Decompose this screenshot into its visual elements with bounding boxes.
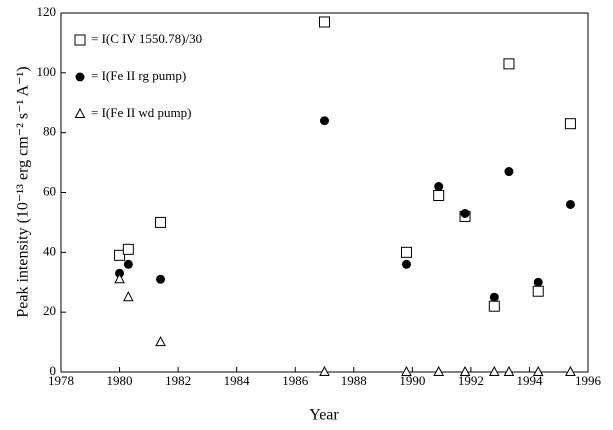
square-marker: [564, 118, 576, 130]
x-tick-label: 1994: [516, 373, 543, 388]
x-tick-label: 1978: [48, 373, 74, 388]
triangle-marker: [155, 336, 166, 347]
square-marker: [74, 34, 86, 46]
square-marker: [433, 189, 445, 201]
legend-label: = I(Fe II rg pump): [91, 68, 186, 83]
square-marker: [319, 16, 330, 28]
circle-marker: [123, 259, 133, 269]
square-marker: [503, 58, 515, 70]
circle-marker: [460, 208, 470, 218]
x-tick-label: 1980: [107, 373, 133, 388]
y-tick-label: 80: [43, 124, 56, 139]
square-marker: [532, 285, 544, 297]
circle-marker: [565, 199, 575, 209]
triangle-marker: [459, 365, 471, 376]
circle-marker: [434, 182, 444, 192]
y-tick-label: 120: [37, 4, 57, 19]
x-tick-label: 1990: [399, 373, 425, 388]
circle-marker: [75, 72, 85, 82]
triangle-marker: [401, 365, 412, 376]
x-tick-label: 1982: [165, 373, 191, 388]
circle-marker: [156, 274, 166, 284]
triangle-marker: [565, 365, 576, 376]
y-tick-label: 60: [43, 183, 56, 198]
y-axis-title: Peak intensity (10⁻¹³ erg cm⁻² s⁻¹ A⁻¹): [15, 66, 32, 317]
triangle-marker: [123, 291, 134, 302]
circle-marker: [533, 277, 543, 287]
legend-label: = I(Fe II wd pump): [91, 105, 191, 120]
x-tick-label: 1988: [341, 373, 367, 388]
y-tick-label: 40: [43, 243, 56, 258]
square-marker: [122, 243, 134, 255]
x-tick-label: 1984: [224, 373, 251, 388]
triangle-marker: [532, 365, 544, 376]
circle-marker: [504, 167, 514, 177]
x-axis-title: Year: [309, 407, 339, 424]
y-tick-label: 100: [37, 64, 57, 79]
square-marker: [114, 249, 126, 261]
x-tick-label: 1996: [575, 373, 602, 388]
circle-marker: [320, 116, 329, 126]
square-marker: [400, 246, 412, 258]
triangle-marker: [433, 365, 445, 376]
legend-label: = I(C IV 1550.78)/30: [91, 31, 202, 46]
triangle-marker: [74, 107, 86, 118]
circle-marker: [489, 292, 499, 302]
x-tick-label: 1992: [458, 373, 484, 388]
square-marker: [488, 300, 500, 312]
square-marker: [155, 216, 167, 228]
triangle-marker: [488, 365, 500, 376]
y-tick-label: 0: [50, 363, 57, 378]
triangle-marker: [114, 273, 125, 284]
triangle-marker: [319, 365, 330, 376]
triangle-marker: [503, 365, 515, 376]
x-tick-label: 1986: [282, 373, 309, 388]
y-tick-label: 20: [43, 303, 56, 318]
circle-marker: [401, 259, 411, 269]
